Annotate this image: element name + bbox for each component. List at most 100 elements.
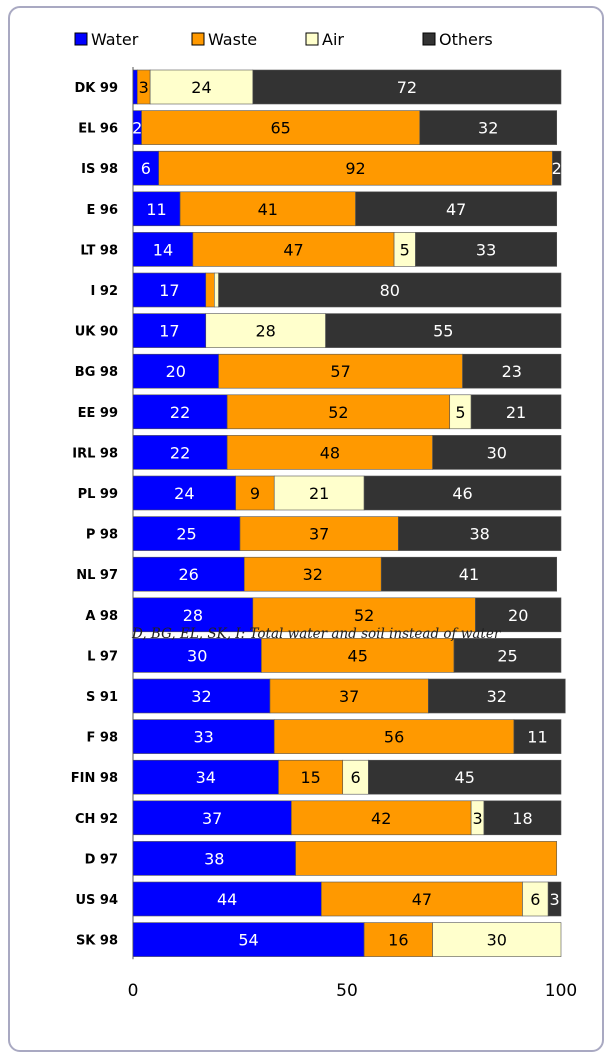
bar-segment-waste	[226, 435, 433, 470]
legend-label-water: Water	[91, 30, 139, 49]
bar-segment-water	[132, 516, 241, 551]
bar-segment-others	[470, 394, 562, 430]
bar-segment-water	[132, 638, 262, 673]
data-label: 48	[320, 443, 340, 462]
data-label: 34	[196, 768, 216, 787]
bar-segment-others	[380, 556, 558, 592]
legend-swatch-water	[74, 32, 88, 46]
bar-segment-water	[132, 800, 292, 836]
category-label: LT 98	[80, 243, 118, 258]
data-label: 3	[139, 78, 149, 97]
bar-segment-water	[132, 556, 245, 592]
category-label: A 98	[85, 609, 118, 624]
data-label: 33	[476, 240, 496, 259]
data-label: 5	[400, 240, 410, 259]
data-label: 2	[552, 159, 562, 178]
bar-segment-others	[475, 597, 562, 633]
bar-segment-water	[132, 678, 271, 714]
legend-label-waste: Waste	[208, 30, 257, 49]
bar-segment-water	[132, 841, 296, 876]
data-label: 6	[530, 890, 540, 909]
data-label: 52	[328, 403, 348, 422]
data-label: 21	[506, 403, 526, 422]
bar-segment-waste	[321, 881, 523, 917]
category-label: BG 98	[75, 365, 118, 380]
bar-segment-water	[132, 150, 159, 186]
legend-swatch-others	[422, 32, 436, 46]
data-label: 47	[412, 890, 432, 909]
legend-swatch-air	[305, 32, 319, 46]
category-label: I 92	[91, 284, 118, 299]
bar-segment-others	[513, 719, 562, 754]
bar-segment-air	[522, 881, 549, 917]
bar-segment-waste	[158, 150, 553, 186]
category-label: NL 97	[76, 568, 118, 583]
bar-segment-water	[132, 922, 365, 957]
category-label: US 94	[75, 893, 118, 908]
data-label: 37	[309, 525, 329, 544]
bar-segment-others	[355, 191, 558, 227]
bar-segment-water	[132, 597, 254, 633]
bar-segment-others	[462, 353, 562, 389]
bar-segment-others	[363, 475, 562, 511]
data-label: 38	[204, 849, 224, 868]
x-tick-label: 100	[545, 981, 577, 1001]
bar-segment-water	[132, 191, 181, 227]
bar-segment-waste	[205, 272, 215, 308]
data-label: 92	[345, 159, 365, 178]
legend-swatch-waste	[191, 32, 205, 46]
data-label: 37	[339, 687, 359, 706]
data-label: 52	[354, 606, 374, 625]
bar-segment-water	[132, 719, 275, 754]
bar-segment-air	[342, 759, 369, 795]
data-label: 6	[141, 159, 151, 178]
data-label: 45	[455, 768, 475, 787]
data-label: 33	[193, 728, 213, 747]
bar-segment-waste	[252, 597, 476, 633]
bar-segment-air	[214, 272, 219, 308]
data-label: 11	[527, 728, 547, 747]
category-label: D 97	[85, 852, 118, 867]
bar-segment-others	[415, 232, 558, 267]
bar-segment-air	[432, 922, 562, 957]
category-label: EE 99	[78, 406, 118, 421]
bar-segment-waste	[261, 638, 455, 673]
data-label: 47	[446, 200, 466, 219]
data-label: 41	[459, 565, 479, 584]
bar-segment-air	[149, 69, 254, 105]
category-label: UK 90	[75, 325, 118, 340]
data-label: 17	[159, 322, 179, 341]
data-label: 3	[549, 890, 559, 909]
bar-segment-water	[132, 313, 207, 348]
data-label: 5	[455, 403, 465, 422]
bar-segment-others	[252, 69, 562, 105]
data-label: 24	[174, 484, 194, 503]
data-label: 3	[472, 809, 482, 828]
data-label: 57	[330, 362, 350, 381]
data-label: 65	[270, 119, 290, 138]
bar-segment-waste	[141, 110, 421, 145]
data-label: 32	[303, 565, 323, 584]
category-label: FIN 98	[71, 771, 118, 786]
data-label: 41	[258, 200, 278, 219]
data-label: 6	[350, 768, 360, 787]
bar-segment-waste	[239, 516, 399, 551]
bar-segment-others	[483, 800, 562, 836]
data-label: 42	[371, 809, 391, 828]
data-label: 30	[487, 443, 507, 462]
data-label: 37	[202, 809, 222, 828]
bar-segment-waste	[192, 232, 395, 267]
x-tick-label: 50	[336, 981, 358, 1001]
bar-segment-others	[218, 272, 562, 308]
bar-segment-others	[398, 516, 562, 551]
data-label: 28	[256, 322, 276, 341]
data-label: 45	[348, 646, 368, 665]
data-label: 18	[512, 809, 532, 828]
data-label: 46	[452, 484, 472, 503]
bar-segment-water	[132, 232, 194, 267]
bar-segment-water	[132, 394, 228, 430]
data-label: 30	[187, 646, 207, 665]
bar-segment-others	[428, 678, 566, 714]
data-label: 80	[380, 281, 400, 300]
